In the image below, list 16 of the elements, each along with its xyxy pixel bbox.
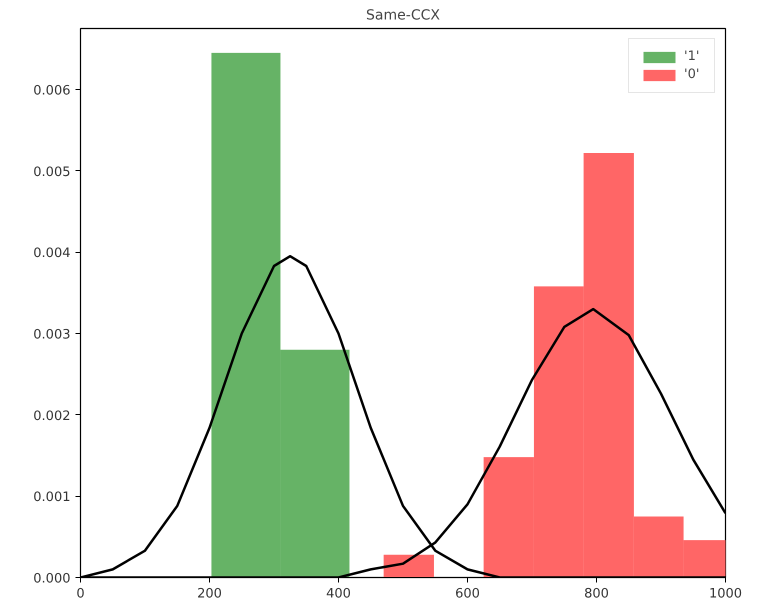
x-tick-label: 0 [76,586,85,602]
legend-label: '0' [684,67,700,82]
x-tick-label: 200 [197,586,222,602]
x-tick-label: 800 [584,586,609,602]
y-tick-label: 0.006 [33,84,70,98]
x-tick-label: 600 [455,586,480,602]
y-tick-label: 0.005 [33,164,70,180]
y-tick-label: 0.001 [33,490,70,506]
y-tick-label: 0.004 [33,246,70,262]
y-tick-label: 0.000 [33,572,70,586]
legend-label: '1' [684,49,700,64]
y-tick-label: 0.003 [33,328,70,342]
chart-title: Same-CCX [366,8,440,24]
y-tick-label: 0.002 [33,408,70,424]
x-tick-label: 1000 [708,586,742,602]
x-tick-label: 400 [326,586,351,602]
